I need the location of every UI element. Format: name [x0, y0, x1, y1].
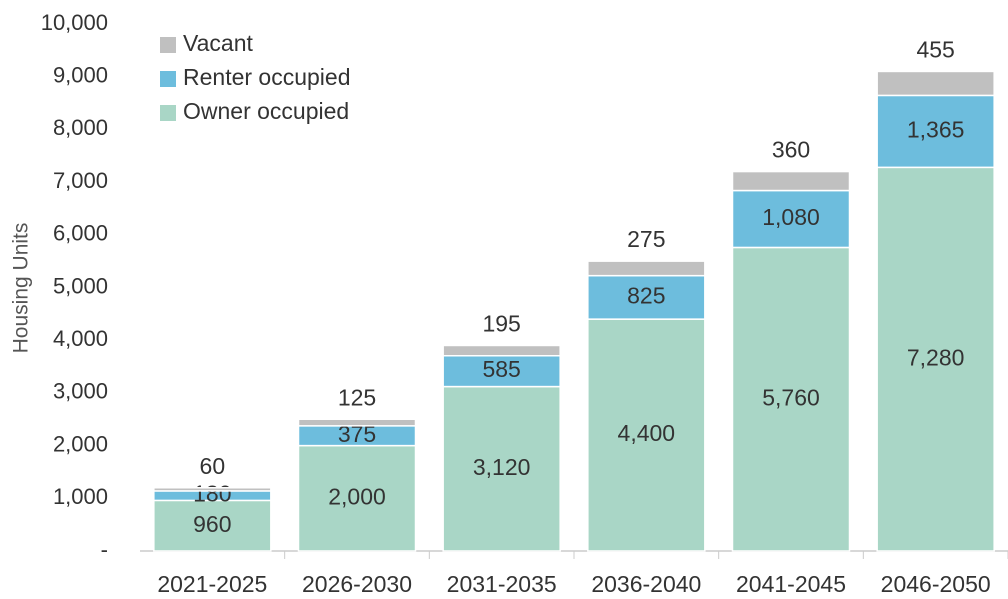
x-tick-label: 2031-2035: [447, 571, 557, 597]
data-label: 195: [482, 311, 520, 337]
data-label: 1,080: [762, 204, 820, 230]
legend-label: Vacant: [183, 30, 254, 56]
bar-segment: [876, 166, 995, 552]
bar-segment: [442, 354, 561, 388]
legend-swatch: [160, 71, 176, 87]
y-tick-label: 3,000: [53, 379, 108, 404]
bar-segment: [297, 418, 417, 427]
y-axis-title: Housing Units: [10, 223, 33, 354]
y-tick-label: 5,000: [53, 273, 108, 298]
data-label: 60: [200, 453, 226, 479]
legend-label: Renter occupied: [183, 64, 351, 90]
data-label: 275: [627, 226, 665, 252]
y-tick-label: 7,000: [53, 168, 108, 193]
data-label: 180: [193, 481, 231, 507]
legend-swatch: [160, 105, 176, 121]
y-tick-label: 4,000: [53, 326, 108, 351]
data-label: 4,400: [618, 420, 676, 446]
y-tick-label: -: [101, 537, 108, 562]
legend-label: Owner occupied: [183, 98, 349, 124]
bar-segment: [731, 189, 851, 249]
y-tick-label: 2,000: [53, 431, 108, 456]
y-tick-label: 10,000: [41, 10, 108, 35]
y-tick-label: 9,000: [53, 63, 108, 88]
x-tick-label: 2026-2030: [302, 571, 412, 597]
data-label: 125: [338, 384, 376, 410]
bar-segment: [297, 444, 417, 552]
y-tick-label: 1,000: [53, 484, 108, 509]
data-label: 5,760: [762, 384, 820, 410]
bar-segment: [876, 94, 995, 169]
bar-segment: [442, 344, 561, 357]
y-tick-label: 6,000: [53, 221, 108, 246]
y-tick-label: 8,000: [53, 115, 108, 140]
bar-segment: [587, 260, 706, 277]
data-label: 2,000: [328, 483, 386, 509]
x-tick-label: 2041-2045: [736, 571, 846, 597]
bar-segment: [587, 274, 706, 320]
legend-swatch: [160, 37, 176, 53]
data-label: 455: [916, 37, 954, 63]
data-label: 3,120: [473, 454, 531, 480]
x-tick-label: 2036-2040: [591, 571, 701, 597]
data-label: 7,280: [907, 344, 965, 370]
bar-segment: [876, 70, 995, 97]
bar-segment: [153, 499, 272, 552]
data-label: 1,365: [907, 116, 965, 142]
data-label: 585: [482, 356, 520, 382]
bar-segment: [731, 246, 851, 552]
data-label: 825: [627, 282, 665, 308]
x-tick-label: 2046-2050: [881, 571, 991, 597]
bar-segment: [587, 318, 706, 552]
bar-segment: [442, 385, 561, 552]
data-label: 360: [772, 137, 810, 163]
data-label: 960: [193, 511, 231, 537]
bar-segment: [731, 170, 851, 192]
x-tick-label: 2021-2025: [157, 571, 267, 597]
bar-segment: [153, 487, 272, 492]
